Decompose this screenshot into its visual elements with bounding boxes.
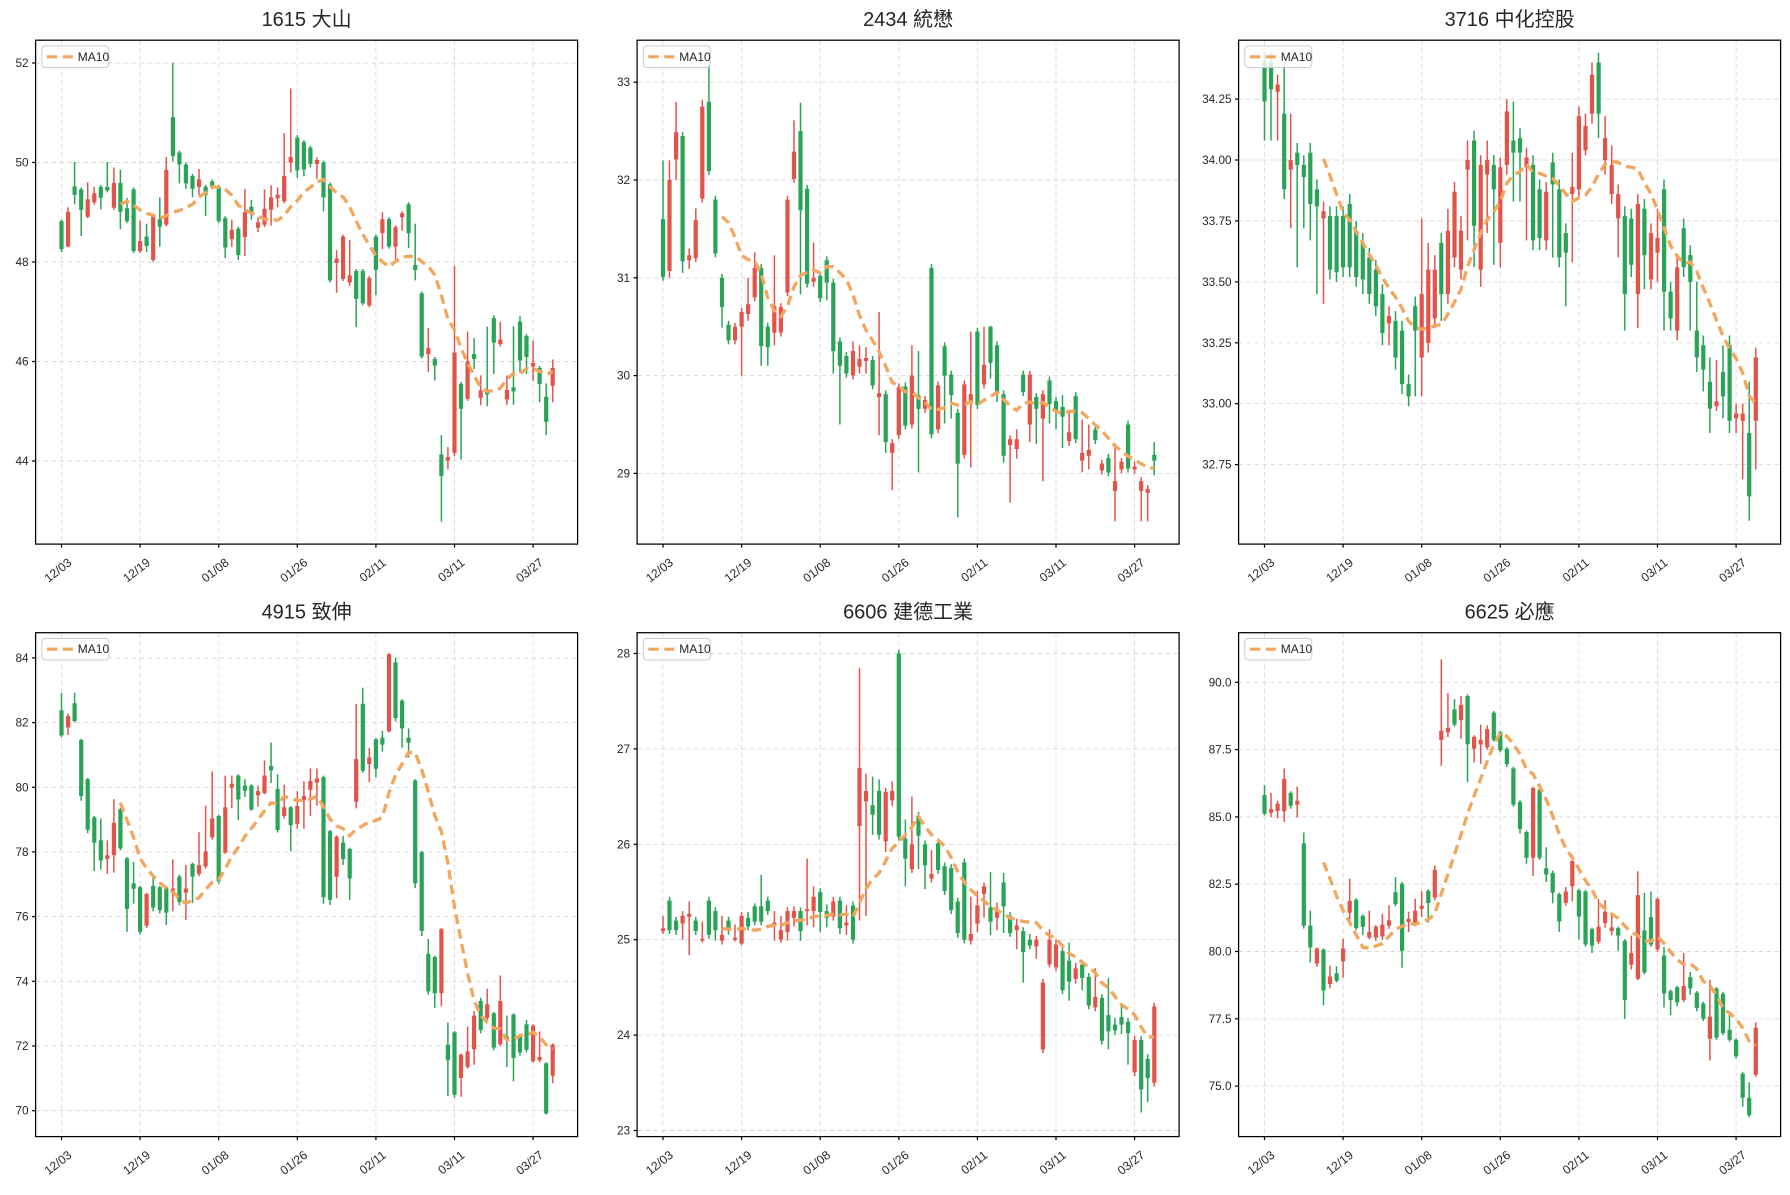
svg-text:25: 25	[617, 933, 631, 947]
svg-text:90.0: 90.0	[1209, 675, 1232, 689]
svg-text:MA10: MA10	[78, 50, 110, 64]
svg-text:77.5: 77.5	[1209, 1012, 1232, 1026]
svg-text:34.25: 34.25	[1202, 92, 1232, 106]
svg-text:3716 中化控股: 3716 中化控股	[1445, 8, 1575, 31]
svg-text:78: 78	[15, 845, 29, 859]
svg-text:33.50: 33.50	[1202, 275, 1232, 289]
svg-text:30: 30	[617, 369, 631, 383]
svg-text:29: 29	[617, 466, 630, 480]
svg-text:33.75: 33.75	[1202, 214, 1232, 228]
svg-text:31: 31	[617, 271, 630, 285]
svg-text:28: 28	[617, 647, 631, 661]
svg-text:MA10: MA10	[1281, 642, 1313, 656]
svg-text:82: 82	[15, 716, 28, 730]
svg-text:33: 33	[617, 75, 631, 89]
svg-text:24: 24	[617, 1028, 631, 1042]
svg-text:27: 27	[617, 742, 630, 756]
svg-text:76: 76	[15, 910, 29, 924]
svg-text:46: 46	[15, 355, 29, 369]
svg-text:75.0: 75.0	[1209, 1079, 1232, 1093]
svg-text:34.00: 34.00	[1202, 153, 1232, 167]
svg-text:85.0: 85.0	[1209, 810, 1232, 824]
svg-text:MA10: MA10	[679, 642, 711, 656]
svg-text:6625 必應: 6625 必應	[1465, 600, 1555, 624]
svg-text:44: 44	[15, 454, 29, 468]
svg-text:MA10: MA10	[679, 50, 711, 64]
svg-text:6606 建德工業: 6606 建德工業	[843, 601, 973, 624]
svg-text:82.5: 82.5	[1209, 877, 1232, 891]
svg-text:32.75: 32.75	[1202, 458, 1232, 472]
svg-text:26: 26	[617, 837, 631, 851]
svg-text:48: 48	[15, 255, 29, 269]
svg-text:33.00: 33.00	[1202, 397, 1232, 411]
svg-text:74: 74	[15, 974, 29, 988]
svg-text:MA10: MA10	[78, 642, 110, 656]
svg-text:80: 80	[15, 780, 29, 794]
svg-text:87.5: 87.5	[1209, 743, 1232, 757]
svg-text:52: 52	[15, 56, 28, 70]
svg-text:4915 致伸: 4915 致伸	[262, 601, 352, 624]
svg-text:MA10: MA10	[1281, 50, 1313, 64]
svg-text:72: 72	[15, 1039, 28, 1053]
svg-text:2434 統懋: 2434 統懋	[863, 8, 953, 31]
svg-text:70: 70	[15, 1104, 29, 1118]
svg-text:80.0: 80.0	[1209, 945, 1232, 959]
svg-text:23: 23	[617, 1124, 631, 1138]
svg-text:50: 50	[15, 156, 29, 170]
svg-text:84: 84	[15, 651, 29, 665]
svg-text:32: 32	[617, 173, 630, 187]
svg-text:33.25: 33.25	[1202, 336, 1232, 350]
svg-text:1615 大山: 1615 大山	[262, 8, 352, 31]
